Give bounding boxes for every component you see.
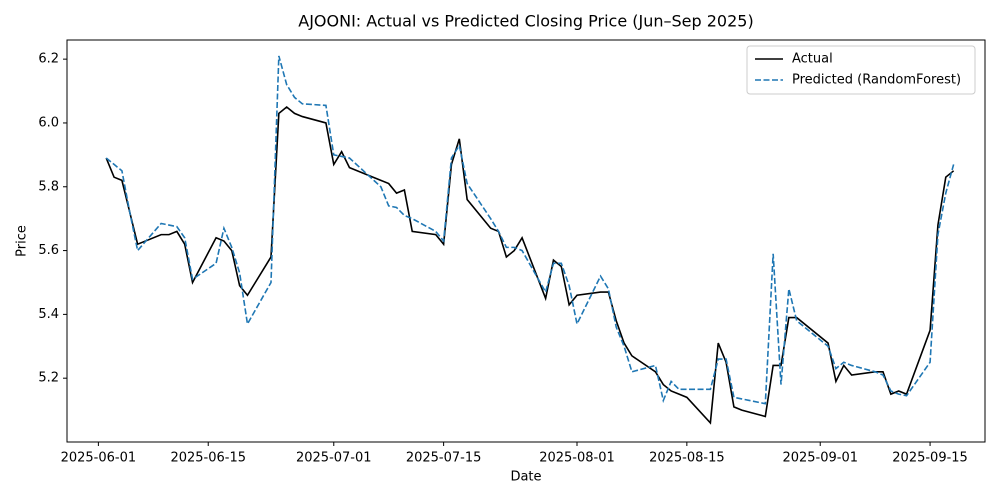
y-tick-label: 6.2 bbox=[38, 52, 59, 67]
x-axis-label: Date bbox=[510, 470, 541, 485]
y-tick-label: 5.8 bbox=[38, 179, 59, 194]
x-tick-label: 2025-09-15 bbox=[892, 451, 968, 466]
y-tick-label: 5.6 bbox=[38, 243, 59, 258]
plot-frame bbox=[66, 39, 986, 443]
x-tick-label: 2025-08-01 bbox=[539, 451, 615, 466]
x-tick-label: 2025-07-01 bbox=[296, 451, 372, 466]
x-tick-label: 2025-06-15 bbox=[170, 451, 246, 466]
series-line bbox=[105, 105, 955, 425]
y-tick-label: 5.4 bbox=[38, 307, 59, 322]
legend-label: Predicted (RandomForest) bbox=[792, 73, 961, 88]
x-tick-label: 2025-09-01 bbox=[782, 451, 858, 466]
legend-label: Actual bbox=[792, 52, 833, 67]
legend-box bbox=[746, 45, 976, 95]
x-tick-label: 2025-08-15 bbox=[649, 451, 725, 466]
x-tick-label: 2025-07-15 bbox=[406, 451, 482, 466]
y-axis-label: Price bbox=[15, 225, 30, 257]
y-tick-label: 6.0 bbox=[38, 115, 59, 130]
series-line bbox=[105, 55, 955, 405]
x-tick-label: 2025-06-01 bbox=[61, 451, 137, 466]
y-tick-label: 5.2 bbox=[38, 371, 59, 386]
chart-title: AJOONI: Actual vs Predicted Closing Pric… bbox=[298, 12, 753, 31]
